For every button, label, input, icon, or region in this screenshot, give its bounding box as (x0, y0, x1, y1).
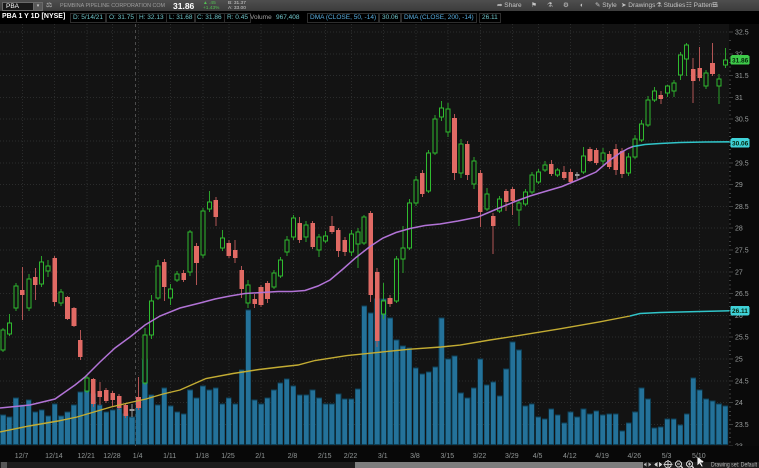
svg-text:3/1: 3/1 (378, 453, 388, 460)
svg-text:2/8: 2/8 (288, 453, 298, 460)
svg-text:1/25: 1/25 (221, 453, 235, 460)
svg-text:12/28: 12/28 (103, 453, 121, 460)
svg-text:5/3: 5/3 (662, 453, 672, 460)
svg-text:32.5: 32.5 (735, 30, 749, 37)
svg-text:2/15: 2/15 (318, 453, 332, 460)
svg-text:1/4: 1/4 (133, 453, 143, 460)
svg-text:31.86: 31.86 (732, 58, 749, 65)
svg-text:24.5: 24.5 (735, 378, 749, 385)
svg-text:3/22: 3/22 (473, 453, 487, 460)
svg-text:28.5: 28.5 (735, 204, 749, 211)
svg-text:Drawing set: Default: Drawing set: Default (711, 463, 757, 468)
svg-text:26: 26 (735, 313, 743, 320)
svg-text:25.5: 25.5 (735, 335, 749, 342)
svg-text:3/29: 3/29 (505, 453, 519, 460)
svg-text:3/15: 3/15 (441, 453, 455, 460)
svg-text:2/1: 2/1 (255, 453, 265, 460)
svg-text:12/21: 12/21 (77, 453, 95, 460)
svg-text:1/18: 1/18 (195, 453, 209, 460)
svg-text:30.5: 30.5 (735, 117, 749, 124)
svg-text:3/8: 3/8 (410, 453, 420, 460)
svg-text:12/14: 12/14 (45, 453, 63, 460)
svg-text:31.5: 31.5 (735, 73, 749, 80)
svg-text:25: 25 (735, 357, 743, 364)
svg-text:29.5: 29.5 (735, 160, 749, 167)
svg-text:4/5: 4/5 (533, 453, 543, 460)
svg-text:23.5: 23.5 (735, 422, 749, 429)
svg-text:26.5: 26.5 (735, 291, 749, 298)
svg-text:28: 28 (735, 226, 743, 233)
svg-text:1/11: 1/11 (163, 453, 176, 460)
svg-text:4/19: 4/19 (595, 453, 609, 460)
svg-text:26.11: 26.11 (732, 308, 748, 315)
svg-text:4/26: 4/26 (628, 453, 642, 460)
svg-text:24: 24 (735, 400, 743, 407)
svg-text:5/10: 5/10 (692, 453, 706, 460)
svg-text:27.5: 27.5 (735, 248, 749, 255)
svg-text:30.06: 30.06 (732, 141, 749, 148)
svg-text:12/7: 12/7 (15, 453, 29, 460)
svg-text:31: 31 (735, 95, 743, 102)
svg-text:29: 29 (735, 182, 743, 189)
svg-text:2/22: 2/22 (344, 453, 358, 460)
svg-text:32: 32 (735, 51, 743, 58)
svg-text:27: 27 (735, 269, 743, 276)
svg-text:4/12: 4/12 (563, 453, 577, 460)
